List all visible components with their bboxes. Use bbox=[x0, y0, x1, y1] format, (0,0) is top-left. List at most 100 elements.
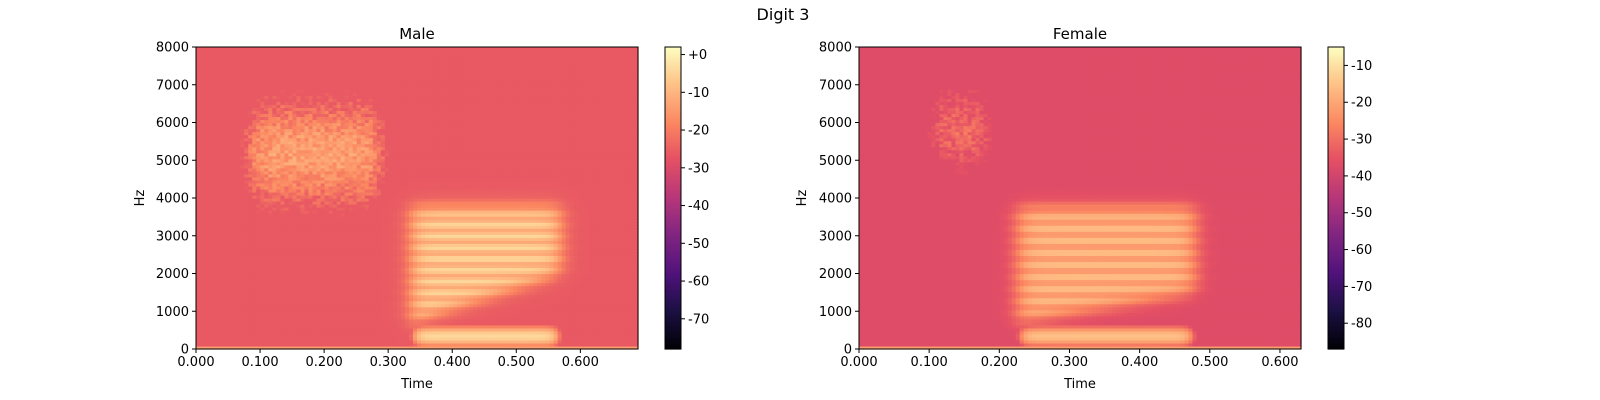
heatmap-cell bbox=[268, 110, 273, 115]
heatmap-cell bbox=[328, 249, 334, 253]
heatmap-cell bbox=[328, 194, 334, 199]
heatmap-cell bbox=[244, 336, 249, 341]
heatmap-cell bbox=[356, 246, 362, 250]
heatmap-cell bbox=[228, 185, 233, 190]
heatmap-cell bbox=[332, 74, 338, 78]
heatmap-cell bbox=[340, 267, 346, 272]
heatmap-cell bbox=[332, 47, 338, 51]
heatmap-cell bbox=[264, 119, 269, 124]
heatmap-cell bbox=[308, 219, 314, 223]
heatmap-cell bbox=[316, 297, 322, 302]
heatmap-cell bbox=[212, 267, 217, 272]
heatmap-cell bbox=[208, 342, 213, 347]
heatmap-cell bbox=[304, 98, 310, 102]
heatmap-cell bbox=[232, 53, 237, 57]
heatmap-cell bbox=[316, 104, 322, 108]
heatmap-cell bbox=[324, 185, 330, 190]
heatmap-cell bbox=[280, 291, 285, 296]
heatmap-cell bbox=[272, 240, 277, 244]
heatmap-cell bbox=[324, 255, 330, 259]
heatmap-cell bbox=[240, 86, 245, 90]
heatmap-cell bbox=[308, 333, 314, 338]
heatmap-cell bbox=[252, 228, 257, 232]
heatmap-cell bbox=[300, 164, 306, 169]
heatmap-cell bbox=[200, 288, 205, 293]
heatmap-cell bbox=[388, 47, 394, 51]
heatmap-cell bbox=[280, 95, 285, 99]
heatmap-cell bbox=[264, 167, 269, 172]
heatmap-cell bbox=[228, 201, 233, 205]
heatmap-cell bbox=[200, 98, 205, 102]
heatmap-cell bbox=[312, 207, 318, 211]
heatmap-cell bbox=[212, 74, 217, 78]
heatmap-cell bbox=[224, 62, 229, 66]
heatmap-cell bbox=[204, 303, 209, 308]
heatmap-cell bbox=[252, 234, 257, 238]
heatmap-cell bbox=[344, 285, 350, 290]
heatmap-cell bbox=[356, 258, 362, 263]
heatmap-cell bbox=[336, 303, 342, 308]
heatmap-cell bbox=[236, 333, 241, 338]
heatmap-cell bbox=[260, 191, 265, 196]
heatmap-cell bbox=[240, 176, 245, 181]
heatmap-cell bbox=[324, 56, 330, 60]
heatmap-cell bbox=[360, 56, 366, 60]
heatmap-cell bbox=[360, 279, 366, 284]
heatmap-cell bbox=[232, 185, 237, 190]
heatmap-cell bbox=[268, 155, 273, 160]
heatmap-cell bbox=[236, 146, 241, 151]
heatmap-cell bbox=[360, 249, 366, 253]
heatmap-cell bbox=[224, 155, 229, 160]
heatmap-cell bbox=[252, 191, 257, 196]
heatmap-cell bbox=[272, 219, 277, 223]
heatmap-cell bbox=[352, 213, 358, 217]
heatmap-cell bbox=[224, 65, 229, 69]
heatmap-cell bbox=[224, 104, 229, 108]
heatmap-cell bbox=[224, 158, 229, 163]
heatmap-cell bbox=[340, 62, 346, 66]
heatmap-cell bbox=[276, 104, 281, 108]
heatmap-cell bbox=[220, 134, 225, 139]
heatmap-cell bbox=[296, 83, 302, 87]
heatmap-cell bbox=[236, 234, 241, 238]
heatmap-cell bbox=[360, 282, 366, 287]
heatmap-cell bbox=[320, 282, 326, 287]
heatmap-cell bbox=[248, 336, 253, 341]
heatmap-cell bbox=[212, 240, 217, 244]
heatmap-cell bbox=[272, 113, 277, 118]
heatmap-cell bbox=[308, 216, 314, 220]
heatmap-cell bbox=[276, 300, 281, 305]
heatmap-cell bbox=[196, 306, 201, 311]
heatmap-cell bbox=[336, 116, 342, 121]
heatmap-cell bbox=[292, 50, 298, 54]
heatmap-cell bbox=[308, 285, 314, 290]
heatmap-cell bbox=[248, 104, 253, 108]
heatmap-cell bbox=[344, 306, 350, 311]
heatmap-cell bbox=[204, 228, 209, 232]
heatmap-cell bbox=[320, 249, 326, 253]
heatmap-cell bbox=[204, 155, 209, 160]
heatmap-cell bbox=[208, 185, 213, 190]
heatmap-cell bbox=[284, 122, 290, 127]
heatmap-cell bbox=[240, 56, 245, 60]
heatmap-cell bbox=[260, 291, 265, 296]
heatmap-cell bbox=[212, 89, 217, 93]
heatmap-cell bbox=[308, 149, 314, 154]
heatmap-cell bbox=[232, 128, 237, 133]
heatmap-cell bbox=[344, 213, 350, 217]
heatmap-cell bbox=[208, 95, 213, 99]
heatmap-cell bbox=[284, 282, 290, 287]
heatmap-cell bbox=[348, 92, 354, 96]
heatmap-cell bbox=[344, 110, 350, 115]
heatmap-cell bbox=[208, 119, 213, 124]
heatmap-cell bbox=[220, 261, 225, 266]
heatmap-cell bbox=[336, 131, 342, 136]
heatmap-cell bbox=[316, 327, 322, 332]
heatmap-cell bbox=[260, 255, 265, 259]
heatmap-cell bbox=[256, 216, 261, 220]
heatmap-cell bbox=[276, 261, 281, 266]
heatmap-cell bbox=[296, 56, 302, 60]
heatmap-cell bbox=[356, 161, 362, 166]
heatmap-cell bbox=[360, 252, 366, 256]
heatmap-cell bbox=[224, 234, 229, 238]
